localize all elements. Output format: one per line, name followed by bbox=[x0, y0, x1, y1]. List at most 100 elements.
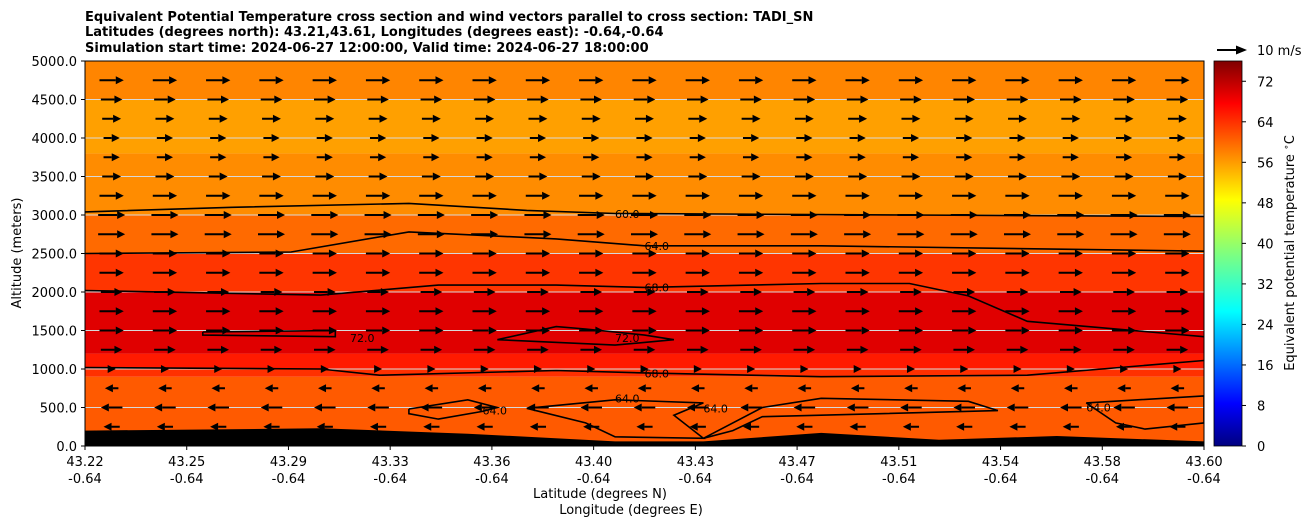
wind-arrow bbox=[527, 288, 549, 296]
wind-arrow bbox=[260, 403, 283, 412]
wind-arrow bbox=[796, 422, 813, 431]
wind-arrow bbox=[737, 211, 765, 219]
wind-arrow bbox=[527, 95, 549, 104]
contour-label-7: 64.0 bbox=[615, 392, 640, 405]
wind-arrow bbox=[742, 153, 760, 162]
wind-arrow bbox=[1058, 307, 1083, 316]
wind-arrow bbox=[950, 211, 978, 219]
wind-arrow bbox=[206, 307, 231, 316]
wind-arrow bbox=[793, 345, 816, 354]
wind-arrow bbox=[473, 95, 496, 104]
wind-arrow bbox=[98, 230, 126, 239]
wind-arrow bbox=[898, 268, 924, 277]
wind-arrow bbox=[100, 345, 123, 354]
wind-arrow bbox=[316, 153, 333, 162]
wind-arrow bbox=[472, 268, 497, 277]
wind-arrow bbox=[686, 288, 709, 296]
wind-arrow bbox=[420, 288, 443, 296]
wind-arrow bbox=[633, 288, 656, 296]
wind-arrow bbox=[689, 153, 706, 162]
wind-arrow bbox=[579, 249, 604, 258]
wind-arrow bbox=[207, 403, 230, 412]
wind-arrow bbox=[423, 422, 440, 431]
wind-arrow bbox=[1163, 230, 1191, 239]
wind-arrow bbox=[577, 211, 605, 219]
wind-arrow bbox=[796, 134, 813, 142]
wind-arrow bbox=[1008, 114, 1027, 123]
wind-arrow bbox=[210, 422, 227, 431]
colorbar-tick-label-8: 64 bbox=[1257, 116, 1274, 131]
wind-arrow bbox=[846, 288, 869, 296]
wind-arrow bbox=[1166, 95, 1189, 104]
wind-arrow bbox=[1166, 345, 1189, 354]
wind-arrow bbox=[367, 403, 389, 412]
y-tick-label-0: 0.0 bbox=[56, 440, 77, 455]
wind-arrow bbox=[364, 211, 392, 219]
x-tick-label-lon-5: -0.64 bbox=[577, 472, 611, 487]
wind-arrow bbox=[956, 134, 973, 142]
y-tick-label-9: 4500.0 bbox=[32, 94, 78, 109]
wind-arrow bbox=[685, 268, 710, 277]
wind-arrow bbox=[1004, 211, 1031, 219]
wind-arrow bbox=[103, 134, 120, 142]
wind-arrow bbox=[259, 191, 284, 200]
wind-arrow bbox=[1058, 76, 1083, 85]
wind-arrow bbox=[476, 422, 493, 431]
wind-arrow bbox=[427, 365, 436, 373]
wind-arrow bbox=[1167, 172, 1187, 181]
wind-arrow bbox=[636, 153, 653, 162]
wind-arrow bbox=[900, 403, 922, 412]
wind-arrow bbox=[1111, 307, 1137, 316]
wind-arrow bbox=[632, 268, 657, 277]
contour-line-2 bbox=[85, 282, 1204, 338]
wind-arrow bbox=[312, 268, 337, 277]
wind-arrow bbox=[1114, 114, 1134, 123]
wind-arrow bbox=[1004, 230, 1031, 239]
wind-arrow bbox=[637, 384, 652, 393]
wind-arrow bbox=[792, 268, 817, 277]
wind-arrow bbox=[313, 288, 336, 296]
wind-arrow bbox=[472, 191, 497, 200]
wind-arrow bbox=[151, 230, 179, 239]
wind-arrow bbox=[741, 172, 761, 181]
colorbar-tick-label-0: 0 bbox=[1257, 440, 1265, 455]
wind-arrow bbox=[1111, 76, 1137, 85]
wind-arrow bbox=[898, 307, 924, 316]
wind-arrow bbox=[1167, 114, 1187, 123]
wind-arrow bbox=[421, 172, 441, 181]
wind-arrow bbox=[633, 95, 656, 104]
wind-arrow bbox=[472, 76, 497, 85]
wind-arrow bbox=[1062, 134, 1079, 142]
wind-arrow bbox=[258, 230, 285, 239]
colorbar-tick-label-1: 8 bbox=[1257, 399, 1265, 414]
wind-arrow bbox=[471, 230, 499, 239]
wind-arrow bbox=[685, 76, 710, 85]
wind-arrow bbox=[1113, 95, 1135, 104]
wind-arrow bbox=[900, 345, 922, 354]
wind-arrow bbox=[154, 95, 176, 104]
wind-arrow bbox=[1058, 249, 1083, 258]
wind-arrow bbox=[631, 230, 658, 239]
x-tick-label-lon-8: -0.64 bbox=[882, 472, 916, 487]
wind-arrow bbox=[1165, 268, 1190, 277]
wind-arrow bbox=[1005, 307, 1030, 316]
colorbar-tick-label-6: 48 bbox=[1257, 197, 1274, 212]
wind-arrow bbox=[1165, 326, 1190, 335]
wind-arrow bbox=[214, 365, 223, 373]
wind-arrow bbox=[365, 249, 391, 258]
wind-arrow bbox=[633, 345, 656, 354]
wind-arrow bbox=[686, 345, 709, 354]
wind-arrow bbox=[369, 134, 387, 142]
y-tick-label-2: 1000.0 bbox=[32, 363, 78, 378]
x-axis-label-longitude: Longitude (degrees E) bbox=[559, 503, 703, 518]
wind-arrow bbox=[693, 365, 702, 373]
wind-arrow bbox=[897, 211, 925, 219]
wind-arrow bbox=[525, 76, 551, 85]
wind-arrow bbox=[580, 95, 603, 104]
wind-arrow bbox=[1059, 403, 1082, 412]
wind-arrow bbox=[476, 134, 493, 142]
wind-arrow bbox=[848, 114, 868, 123]
wind-arrow bbox=[742, 134, 760, 142]
wind-arrow bbox=[845, 268, 870, 277]
wind-arrow bbox=[1009, 153, 1026, 162]
